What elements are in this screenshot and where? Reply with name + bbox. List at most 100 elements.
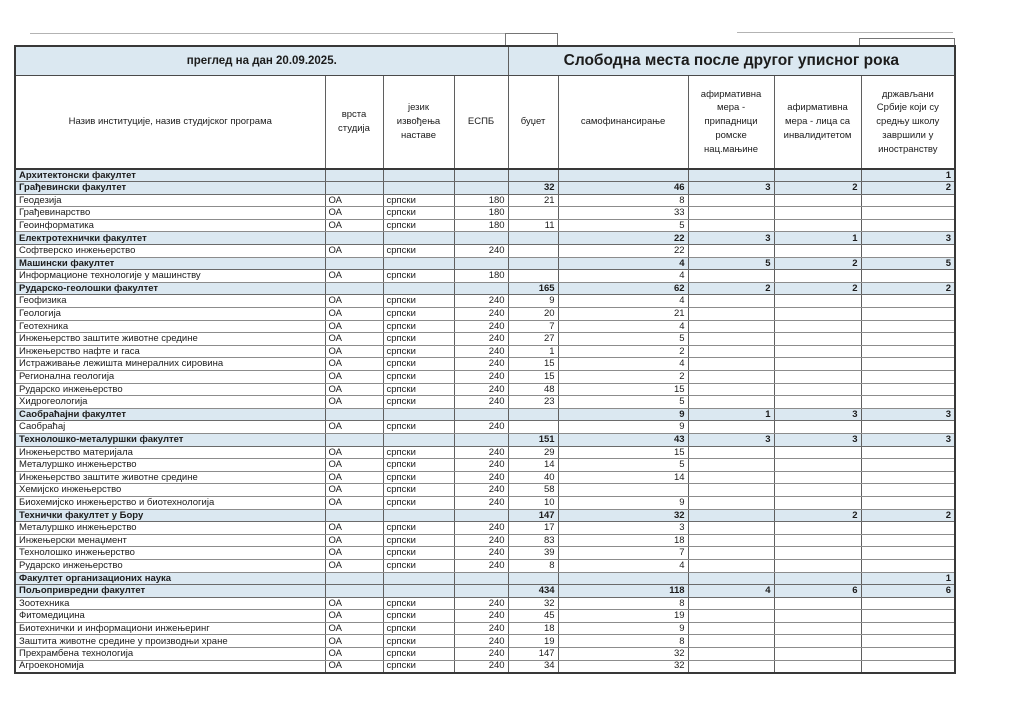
cell-roma-affirmative: 3 xyxy=(687,181,775,195)
program-row: Инжењерство заштите животне средине ОА срп… xyxy=(14,470,956,485)
cell-institution: Истраживање лежишта минералних сировина xyxy=(14,357,326,371)
cell-budget xyxy=(507,256,559,271)
cell-abroad-citizens: 3 xyxy=(860,231,956,246)
cell-abroad-citizens xyxy=(860,269,956,283)
cell-self-financing: 8 xyxy=(557,634,689,649)
cell-language xyxy=(382,432,455,447)
cell-roma-affirmative xyxy=(687,382,775,397)
col-header-study-type: врста студија xyxy=(324,75,384,170)
cell-budget: 27 xyxy=(507,332,559,346)
cell-language xyxy=(382,231,455,246)
cell-disability-affirmative xyxy=(773,294,862,309)
cell-roma-affirmative: 3 xyxy=(687,432,775,447)
cell-abroad-citizens xyxy=(860,344,956,359)
cell-abroad-citizens: 2 xyxy=(860,281,956,296)
cell-abroad-citizens xyxy=(860,558,956,573)
cell-disability-affirmative xyxy=(773,521,862,535)
program-row: Технолошко инжењерство ОА српски 240 39 7 xyxy=(14,546,956,560)
cell-abroad-citizens xyxy=(860,596,956,611)
cell-institution: Геотехника xyxy=(14,319,326,334)
cell-language: српски xyxy=(382,332,455,346)
cell-study-type xyxy=(324,281,384,296)
cell-disability-affirmative xyxy=(773,458,862,472)
cell-disability-affirmative: 3 xyxy=(773,432,862,447)
cell-self-financing: 19 xyxy=(557,609,689,623)
cell-self-financing: 4 xyxy=(557,294,689,309)
cell-disability-affirmative xyxy=(773,370,862,384)
cell-budget xyxy=(507,407,559,422)
col-header-self-financing: самофинансирање xyxy=(557,75,689,170)
cell-budget: 8 xyxy=(507,558,559,573)
cell-espb: 240 xyxy=(453,470,509,485)
cell-roma-affirmative xyxy=(687,344,775,359)
cell-espb xyxy=(453,407,509,422)
cell-roma-affirmative xyxy=(687,458,775,472)
cell-self-financing: 14 xyxy=(557,470,689,485)
cell-budget xyxy=(507,231,559,246)
cropped-row-remnant-line-right xyxy=(737,32,953,33)
program-row: Хемијско инжењерство ОА српски 240 58 xyxy=(14,483,956,497)
cell-roma-affirmative xyxy=(687,659,775,674)
cell-budget: 147 xyxy=(507,647,559,661)
cell-roma-affirmative xyxy=(687,533,775,548)
cell-language: српски xyxy=(382,521,455,535)
cell-language xyxy=(382,181,455,195)
column-header-row: Назив институције, назив студијског прог… xyxy=(14,75,956,170)
cell-espb xyxy=(453,181,509,195)
cell-study-type: ОА xyxy=(324,370,384,384)
cell-budget: 34 xyxy=(507,659,559,674)
cell-espb: 240 xyxy=(453,244,509,258)
cell-budget: 29 xyxy=(507,445,559,460)
cell-institution: Рударско-геолошки факултет xyxy=(14,281,326,296)
cell-roma-affirmative xyxy=(687,307,775,321)
cell-language: српски xyxy=(382,533,455,548)
cell-disability-affirmative: 1 xyxy=(773,231,862,246)
cell-abroad-citizens xyxy=(860,332,956,346)
cell-disability-affirmative xyxy=(773,193,862,208)
review-date-header: преглед на дан 20.09.2025. xyxy=(14,45,509,76)
cell-study-type: ОА xyxy=(324,596,384,611)
cell-roma-affirmative xyxy=(687,193,775,208)
cell-self-financing xyxy=(557,168,689,183)
cell-abroad-citizens xyxy=(860,294,956,309)
cell-institution: Геологија xyxy=(14,307,326,321)
program-row: Фитомедицина ОА српски 240 45 19 xyxy=(14,609,956,623)
cell-study-type: ОА xyxy=(324,659,384,674)
cell-language: српски xyxy=(382,319,455,334)
cell-budget: 434 xyxy=(507,584,559,598)
cell-study-type: ОА xyxy=(324,634,384,649)
program-row: Биохемијско инжењерство и биотехнологија… xyxy=(14,495,956,510)
cell-espb: 240 xyxy=(453,370,509,384)
cell-disability-affirmative xyxy=(773,634,862,649)
cell-self-financing: 5 xyxy=(557,218,689,233)
cell-language: српски xyxy=(382,483,455,497)
cell-disability-affirmative xyxy=(773,420,862,434)
cell-institution: Архитектонски факултет xyxy=(14,168,326,183)
cell-abroad-citizens xyxy=(860,370,956,384)
cell-self-financing: 5 xyxy=(557,395,689,409)
cell-roma-affirmative: 4 xyxy=(687,584,775,598)
faculty-row: Факултет организационих наука 1 xyxy=(14,571,956,586)
cell-abroad-citizens xyxy=(860,521,956,535)
cell-budget: 23 xyxy=(507,395,559,409)
cell-institution: Факултет организационих наука xyxy=(14,571,326,586)
cell-self-financing: 9 xyxy=(557,407,689,422)
cell-espb: 240 xyxy=(453,596,509,611)
cell-espb: 240 xyxy=(453,621,509,636)
cell-language: српски xyxy=(382,370,455,384)
cell-roma-affirmative xyxy=(687,395,775,409)
cell-roma-affirmative xyxy=(687,294,775,309)
cell-disability-affirmative xyxy=(773,218,862,233)
cell-espb: 240 xyxy=(453,319,509,334)
cell-disability-affirmative xyxy=(773,571,862,586)
program-row: Геоинформатика ОА српски 180 11 5 xyxy=(14,218,956,233)
cell-budget: 39 xyxy=(507,546,559,560)
cell-disability-affirmative xyxy=(773,495,862,510)
cell-disability-affirmative xyxy=(773,596,862,611)
cell-self-financing: 18 xyxy=(557,533,689,548)
cell-disability-affirmative xyxy=(773,621,862,636)
cell-budget xyxy=(507,420,559,434)
faculty-row: Грађевински факултет 32 46 3 2 2 xyxy=(14,181,956,195)
cell-budget: 15 xyxy=(507,370,559,384)
cell-disability-affirmative xyxy=(773,546,862,560)
